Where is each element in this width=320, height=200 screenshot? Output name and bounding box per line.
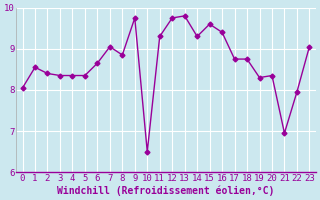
X-axis label: Windchill (Refroidissement éolien,°C): Windchill (Refroidissement éolien,°C) [57, 185, 275, 196]
